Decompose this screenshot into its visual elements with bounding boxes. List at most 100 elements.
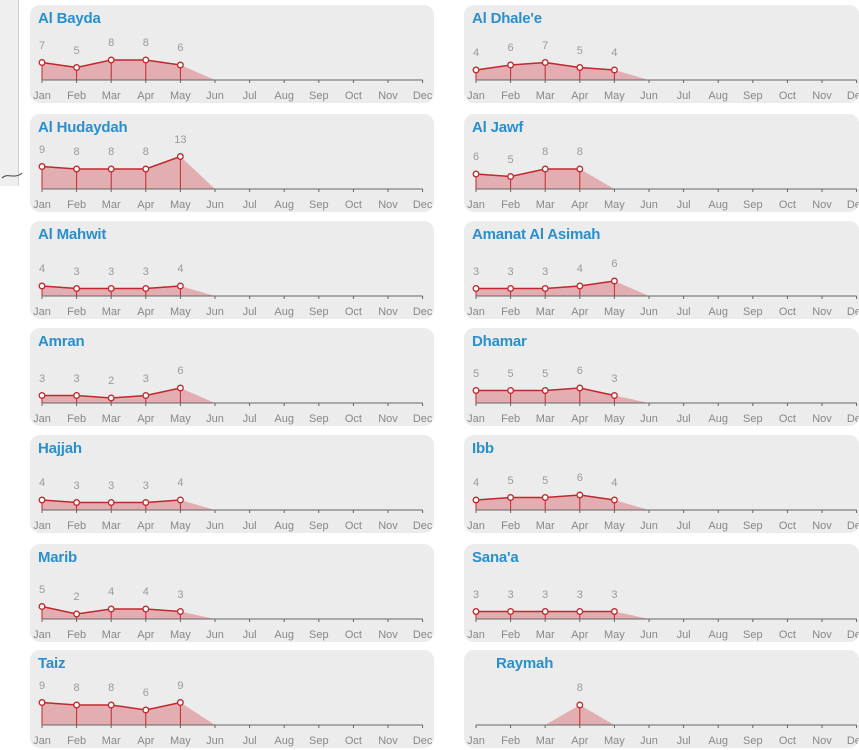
data-label: 6: [177, 42, 184, 54]
x-tick-label: Jan: [467, 735, 485, 747]
data-label: 3: [507, 588, 514, 601]
panel-title: Amanat Al Asimah: [472, 226, 601, 243]
x-tick-label: Jan: [467, 90, 485, 102]
data-point: [472, 285, 480, 292]
data-label: 5: [507, 153, 514, 166]
data-label: 5: [38, 583, 46, 596]
data-label: 5: [542, 367, 549, 380]
series-area: [476, 281, 649, 296]
chart-panel-al-jawf: Al Jawf 6 5 8 8 Jan Feb Mar Apr May Jun Jul Aug Sep Oc…: [464, 114, 859, 212]
x-tick-label: Jun: [206, 629, 224, 641]
data-point: [73, 64, 81, 71]
data-point: [107, 56, 115, 64]
x-tick-label: Nov: [378, 629, 398, 641]
x-tick-label: Oct: [344, 90, 362, 102]
data-label: 6: [507, 42, 514, 54]
data-point: [472, 170, 480, 178]
x-tick-label: Sep: [309, 90, 329, 102]
data-point: [610, 66, 618, 74]
data-label: 3: [542, 588, 549, 601]
x-tick-label: Dec: [412, 199, 433, 211]
data-point: [73, 701, 81, 709]
x-tick-label: Oct: [778, 520, 796, 532]
data-label: 3: [108, 265, 115, 278]
x-tick-label: May: [170, 90, 191, 102]
x-tick-label: Jul: [242, 735, 257, 747]
x-tick-label: Jun: [640, 520, 658, 532]
area-chart: [38, 56, 424, 83]
x-tick-label: Jun: [206, 413, 224, 425]
data-label: 5: [507, 367, 514, 380]
panel-title: Al Mahwit: [38, 226, 107, 243]
data-label: 3: [611, 588, 618, 601]
x-tick-label: Aug: [274, 306, 294, 318]
data-label: 5: [542, 474, 549, 487]
x-tick-label: Oct: [344, 520, 362, 532]
data-point: [541, 285, 549, 292]
data-label: 4: [611, 47, 618, 59]
x-tick-label: Jul: [676, 199, 691, 211]
x-tick-label: Jun: [640, 199, 658, 211]
data-label: 6: [576, 365, 583, 377]
x-tick-label: Dec: [412, 629, 433, 641]
panel-title: Al Hudaydah: [38, 119, 128, 136]
data-label: 8: [108, 682, 115, 694]
x-tick-label: Dec: [846, 629, 859, 641]
x-tick-label: Jan: [33, 413, 51, 425]
data-point: [472, 496, 480, 504]
series-area: [42, 388, 215, 403]
x-tick-label: Jul: [242, 629, 257, 641]
data-point: [610, 608, 618, 615]
x-tick-label: Jun: [206, 520, 224, 532]
chart-panel-al-mahwit: Al Mahwit 4 3 3 3 4 Jan Feb Mar Apr May Jun Jul Aug Se…: [30, 221, 434, 319]
data-point: [610, 392, 618, 399]
area-chart: [38, 282, 424, 299]
data-point: [507, 173, 515, 180]
x-tick-label: Nov: [378, 306, 398, 318]
x-tick-label: Apr: [571, 520, 589, 532]
x-tick-label: Feb: [67, 520, 87, 532]
x-tick-label: Jan: [467, 306, 485, 318]
area-chart: [38, 384, 424, 406]
chart-panel-hajjah: Hajjah 4 3 3 3 4 Jan Feb Mar Apr May Jun Jul Aug Sep Oc…: [30, 435, 434, 533]
data-label: 3: [542, 265, 549, 278]
x-tick-label: May: [604, 413, 625, 425]
chart-panel-marib: Marib 5 2 4 4 3 Jan Feb Mar Apr May Jun Jul Aug Sep Oct…: [30, 544, 434, 642]
x-tick-label: Nov: [378, 413, 398, 425]
x-tick-label: Mar: [535, 520, 555, 532]
data-point: [541, 165, 549, 173]
x-tick-label: Jan: [467, 629, 485, 641]
x-tick-label: Jul: [676, 629, 691, 641]
x-tick-label: Apr: [137, 629, 155, 641]
data-point: [107, 394, 115, 402]
x-tick-label: Sep: [309, 520, 329, 532]
chart-panel-amanat-al-asimah: Amanat Al Asimah 3 3 3 4 6 Jan Feb Mar Apr May Jun J…: [464, 221, 859, 319]
x-tick-label: Jul: [676, 413, 691, 425]
data-point: [107, 165, 115, 173]
data-label: 13: [174, 133, 187, 146]
data-point: [507, 285, 515, 292]
data-label: 7: [38, 39, 46, 52]
data-point: [507, 494, 515, 501]
panel-title: Taiz: [38, 655, 66, 672]
x-tick-label: Sep: [743, 413, 763, 425]
area-chart: [472, 608, 858, 622]
x-tick-label: Aug: [274, 735, 294, 747]
area-chart: [38, 496, 424, 513]
x-tick-label: Sep: [309, 735, 329, 747]
data-point: [73, 285, 81, 292]
x-tick-label: Apr: [137, 199, 155, 211]
x-tick-label: Sep: [743, 90, 763, 102]
data-label: 3: [576, 588, 583, 601]
data-label: 4: [177, 477, 184, 489]
x-tick-label: Mar: [101, 90, 121, 102]
data-point: [541, 494, 549, 501]
x-tick-label: Aug: [708, 735, 728, 747]
data-point: [576, 608, 584, 615]
data-label: 6: [611, 258, 618, 270]
series-area: [476, 388, 649, 403]
data-label: 6: [576, 472, 583, 484]
x-tick-label: Mar: [101, 629, 121, 641]
x-tick-label: Apr: [137, 306, 155, 318]
x-tick-label: May: [170, 199, 191, 211]
